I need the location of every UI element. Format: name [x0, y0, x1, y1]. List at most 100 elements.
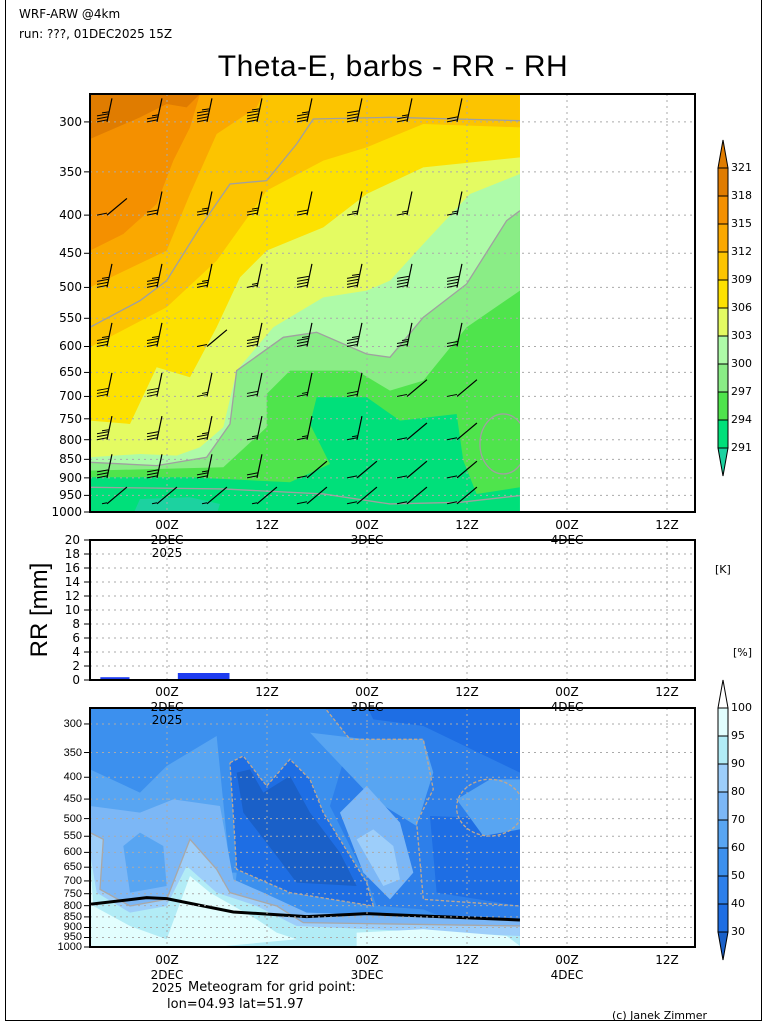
wind-barb: [146, 416, 163, 441]
rh-y-tick-label: 600: [63, 846, 82, 859]
theta-e-time-label: 12Z: [655, 518, 679, 532]
grid-point-coordinates: lon=04.93 lat=51.97: [167, 997, 304, 1012]
rh-contour-line: [455, 778, 520, 837]
meteogram-caption: Meteogram for grid point:: [188, 980, 356, 995]
rr-y-tick-label: 8: [72, 617, 80, 631]
theta-e-time-label: 12Z: [455, 518, 479, 532]
rh-y-tick-label: 350: [63, 746, 82, 759]
theta-e-colorbar-label: 315: [731, 217, 752, 230]
rr-y-tick-label: 4: [72, 645, 80, 659]
rh-y-tick-label: 800: [63, 899, 82, 912]
rh-time-label: 12Z: [455, 953, 479, 967]
wind-barb: [346, 486, 378, 505]
theta-e-colorbar-swatch: [717, 391, 729, 421]
rh-colorbar-swatch: [717, 707, 729, 737]
wind-barb: [246, 372, 263, 397]
theta-e-colorbar-swatch: [717, 195, 729, 225]
rr-y-tick-label: 2: [72, 659, 80, 673]
theta-e-colorbar-label: 303: [731, 329, 752, 342]
theta-e-time-label: 00Z: [355, 518, 379, 532]
theta-e-colorbar-label: 321: [731, 161, 752, 174]
wind-barb: [146, 322, 163, 347]
theta-e-colorbar-swatch: [717, 419, 729, 449]
wind-barb: [396, 263, 413, 288]
rh-date-label: 4DEC: [550, 968, 584, 982]
rh-colorbar-label: 60: [731, 841, 745, 854]
theta-e-colorbar-swatch: [717, 167, 729, 197]
wind-barb: [446, 191, 463, 216]
rr-y-tick-label: 12: [64, 589, 80, 603]
rh-colorbar-swatch: [717, 763, 729, 793]
rh-unit-label: [%]: [733, 646, 753, 659]
wind-barb: [246, 191, 263, 216]
rh-colorbar-swatch: [717, 847, 729, 877]
rh-contour-line: [324, 708, 520, 907]
theta-e-colorbar-arrow-bottom: [717, 447, 729, 477]
wind-barb: [296, 322, 313, 347]
rh-y-tick-label: 900: [63, 921, 82, 934]
rh-y-tick-label: 700: [63, 874, 82, 887]
theta-e-unit-label: [K]: [715, 563, 731, 576]
wind-barb: [446, 422, 478, 441]
rh-colorbar-label: 90: [731, 757, 745, 770]
theta-e-y-tick-label: 550: [59, 311, 82, 326]
rh-band-60: [123, 832, 167, 893]
wind-barb: [146, 454, 163, 479]
wind-barb: [246, 98, 263, 123]
rr-time-label: 12Z: [255, 685, 279, 699]
rr-y-tick-label: 20: [64, 533, 80, 547]
wind-barb: [251, 486, 278, 505]
page-frame: [5, 0, 762, 1021]
theta-e-contour-line: [90, 486, 520, 505]
wind-barb: [96, 454, 113, 479]
theta-e-colorbar-label: 318: [731, 189, 752, 202]
rh-y-tick-label: 550: [63, 830, 82, 843]
theta-e-band-318: [90, 94, 200, 139]
theta-e-y-tick-label: 450: [59, 246, 82, 261]
theta-e-colorbar: [717, 139, 729, 477]
wind-barb: [96, 197, 128, 216]
rh-date-label: 3DEC: [350, 968, 384, 982]
theta-e-y-tick-label: 400: [59, 208, 82, 223]
theta-e-date-label: 4DEC: [550, 533, 584, 547]
theta-e-year-label: 2025: [151, 546, 183, 560]
theta-e-colorbar-swatch: [717, 279, 729, 309]
theta-e-y-tick-label: 350: [59, 164, 82, 179]
rr-y-tick-label: 0: [72, 673, 80, 687]
theta-e-y-tick-label: 900: [59, 470, 82, 485]
theta-e-contour-line: [479, 413, 520, 475]
rr-y-tick-label: 16: [64, 561, 80, 575]
wind-barb: [196, 191, 213, 216]
theta-e-time-label: 00Z: [555, 518, 579, 532]
rh-year-label: 2025: [151, 981, 183, 995]
wind-barb: [296, 486, 328, 505]
chart-title: Theta-E, barbs - RR - RH: [217, 50, 569, 83]
run-label: run: ???, 01DEC2025 15Z: [19, 27, 173, 41]
theta-e-time-label: 00Z: [155, 518, 179, 532]
wind-barb: [196, 263, 213, 288]
rr-y-tick-label: 6: [72, 631, 80, 645]
rr-bars: [100, 673, 230, 680]
wind-barb: [396, 422, 428, 441]
theta-e-field: [90, 94, 520, 512]
theta-e-y-tick-label: 750: [59, 411, 82, 426]
theta-e-y-tick-label: 800: [59, 432, 82, 447]
rr-time-label: 00Z: [555, 685, 579, 699]
rh-colorbar-swatch: [717, 791, 729, 821]
wind-barb: [396, 486, 428, 505]
rh-colorbar-swatch: [717, 875, 729, 905]
rh-y-tick-label: 1000: [57, 941, 82, 953]
rh-y-tick-label: 450: [63, 793, 82, 806]
theta-e-y-tick-label: 850: [59, 452, 82, 467]
wind-barbs: [96, 98, 478, 505]
rh-panel-frame: [89, 707, 696, 948]
theta-e-band-below-291: [134, 497, 220, 512]
wind-barb: [446, 379, 478, 397]
wind-barb: [296, 416, 313, 441]
rr-time-label: 00Z: [355, 685, 379, 699]
rh-band-60: [309, 732, 434, 826]
rh-field: [90, 708, 520, 947]
wind-barb: [346, 191, 363, 216]
theta-e-colorbar-swatch: [717, 335, 729, 365]
